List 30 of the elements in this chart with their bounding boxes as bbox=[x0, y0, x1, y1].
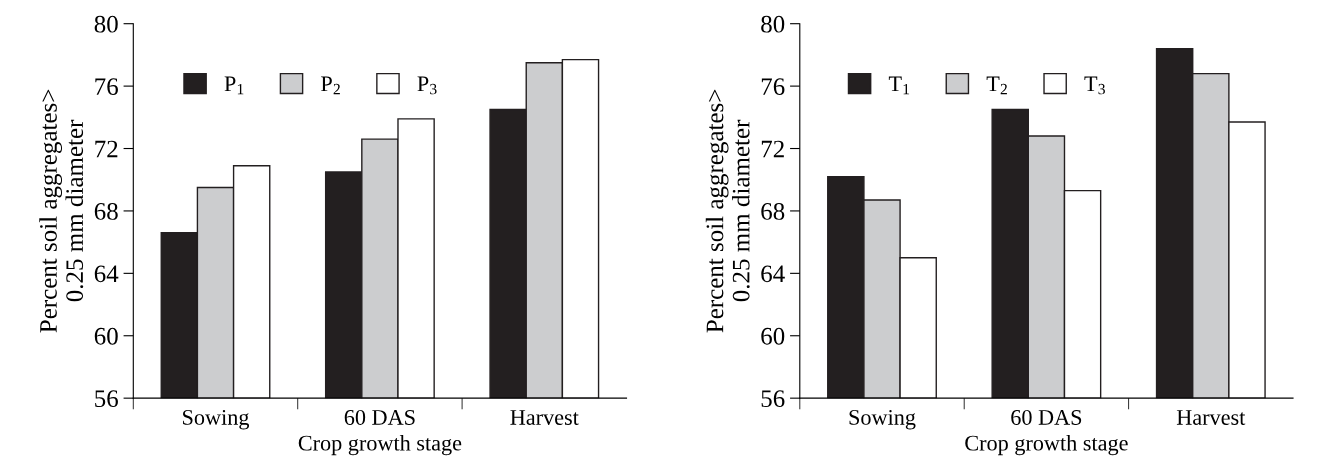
y-tick-label: 72 bbox=[95, 140, 118, 158]
legend-label: T$_{1}$ bbox=[888, 76, 910, 95]
y-tick-label: 64 bbox=[94, 265, 119, 283]
y-tick-label: 60 bbox=[761, 327, 785, 345]
y-tick-label: 76 bbox=[761, 78, 785, 96]
legend-label: P$_{3}$ bbox=[417, 76, 437, 95]
y-tick-label: 64 bbox=[761, 265, 785, 283]
x-tick-label: 60 DAS bbox=[1011, 409, 1082, 425]
y-tick-label: 56 bbox=[761, 390, 785, 408]
y-tick-label: 80 bbox=[94, 15, 118, 33]
x-tick-label: Sowing bbox=[183, 409, 250, 430]
legend-label: T$_{2}$ bbox=[986, 76, 1007, 95]
x-tick-label: 60 DAS bbox=[344, 409, 415, 425]
y-tick-label: 76 bbox=[95, 78, 118, 96]
y-tick-label: 80 bbox=[761, 15, 785, 33]
legend-label: T$_{3}$ bbox=[1084, 76, 1105, 95]
y-axis-title: Percent soil aggregates> 0.25 mm diameter bbox=[39, 89, 84, 333]
y-tick-label: 68 bbox=[94, 202, 118, 220]
y-axis-title: Percent soil aggregates> 0.25 mm diameter bbox=[705, 89, 750, 333]
x-tick-label: Sowing bbox=[849, 409, 916, 430]
x-axis-title: Crop growth stage bbox=[298, 434, 462, 456]
y-tick-label: 56 bbox=[95, 390, 118, 408]
y-tick-label: 60 bbox=[94, 327, 118, 345]
x-tick-label: Harvest bbox=[510, 410, 579, 425]
x-tick-label: Harvest bbox=[1176, 410, 1246, 425]
y-tick-label: 68 bbox=[761, 202, 785, 220]
legend-label: P$_{1}$ bbox=[224, 76, 244, 95]
legend-label: P$_{2}$ bbox=[321, 76, 340, 95]
y-tick-label: 72 bbox=[761, 140, 784, 158]
x-axis-title: Crop growth stage bbox=[965, 434, 1128, 456]
